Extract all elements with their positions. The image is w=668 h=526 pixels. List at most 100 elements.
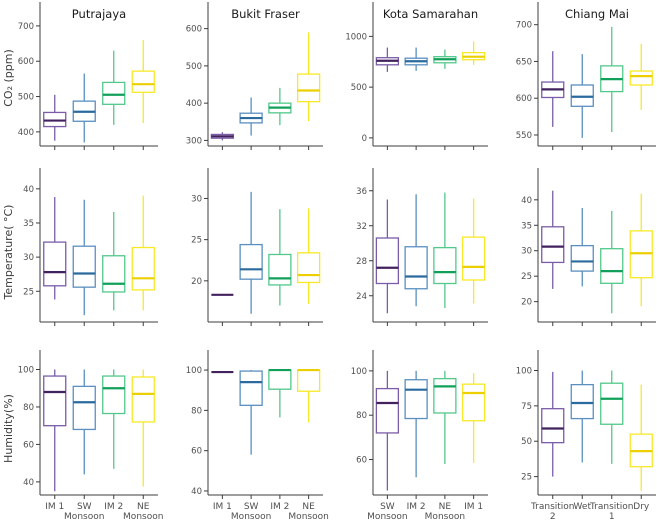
y-tick-label: 80	[356, 411, 367, 421]
y-tick-label: 600	[186, 25, 202, 35]
y-tick-label: 500	[186, 62, 202, 72]
y-tick-label: 100	[186, 366, 202, 376]
box-ne-monsoon	[433, 49, 457, 69]
y-tick-label: 550	[516, 131, 532, 141]
box-im-2	[404, 47, 428, 71]
iqr-box	[131, 70, 155, 93]
y-tick-label: 50	[521, 437, 532, 447]
iqr-box	[433, 246, 457, 285]
y-tick-label: 40	[521, 196, 532, 206]
box-sw-monsoon	[375, 199, 400, 314]
y-axis-title-temperature-c: Temperature( °C)	[2, 205, 15, 301]
y-tick-label: 25	[521, 473, 532, 483]
y-tick-label: 300	[186, 136, 202, 146]
box-ne-monsoon	[296, 32, 321, 122]
box-transition-1	[600, 26, 624, 133]
y-tick-label: 30	[521, 247, 532, 257]
panel-bukit-fraser-co-ppm: Bukit Fraser 300 400 500 600	[186, 2, 323, 150]
box-im-1	[43, 369, 67, 492]
box-im-2	[102, 50, 126, 125]
y-tick-label: 400	[186, 99, 202, 109]
y-tick-label: 700	[18, 22, 34, 32]
box-im-2	[404, 194, 428, 307]
box-ne-monsoon	[131, 40, 155, 124]
box-sw-monsoon	[239, 191, 263, 314]
x-tick-label-transition-1: 1	[609, 512, 615, 522]
panel-chiang-mai-temperature-c: 20 25 30 35 40	[521, 168, 656, 326]
y-tick-label: 400	[18, 128, 34, 138]
iqr-box	[239, 370, 263, 406]
box-im-1	[210, 132, 235, 141]
panel-title: Putrajaya	[72, 7, 126, 21]
iqr-box	[404, 379, 428, 420]
box-im-2	[268, 368, 292, 418]
x-tick-label-transition-2: 2	[550, 512, 556, 522]
x-tick-label-ne-monsoon: NE	[137, 502, 150, 512]
y-tick-label: 30	[23, 253, 34, 263]
box-dry	[629, 193, 653, 307]
box-im-2	[404, 370, 428, 478]
y-tick-label: 500	[18, 93, 34, 103]
box-sw-monsoon	[375, 47, 400, 72]
box-im-1	[461, 373, 486, 463]
iqr-box	[570, 84, 594, 107]
y-tick-label: 32	[356, 222, 367, 232]
y-axis-title-humidity: Humidity(%)	[2, 394, 15, 463]
iqr-box	[43, 241, 67, 287]
y-tick-label: 25	[521, 272, 532, 282]
panel-title: Kota Samarahan	[383, 7, 478, 21]
y-tick-label: 80	[191, 406, 202, 416]
box-wet	[570, 370, 594, 463]
box-transition-2	[541, 51, 565, 127]
y-tick-label: 100	[516, 366, 532, 376]
x-tick-label-transition-2: Transition	[530, 502, 575, 512]
y-tick-label: 500	[351, 83, 367, 93]
box-im-1	[461, 198, 486, 304]
iqr-box	[268, 253, 292, 286]
y-tick-label: 24	[356, 292, 367, 302]
iqr-box	[102, 255, 126, 293]
box-sw-monsoon	[72, 73, 96, 143]
iqr-box	[296, 369, 321, 392]
iqr-box	[375, 387, 400, 434]
y-tick-label: 600	[18, 57, 34, 67]
x-tick-label-ne-monsoon: Monsoon	[123, 512, 163, 522]
y-tick-label: 700	[516, 21, 532, 31]
iqr-box	[131, 376, 155, 423]
x-tick-label-ne-monsoon: Monsoon	[288, 512, 328, 522]
panel-putrajaya-co-ppm: Putrajaya 400 500 600 700	[18, 2, 158, 150]
panel-bukit-fraser-temperature-c: 20 25 30	[191, 168, 323, 326]
box-sw-monsoon	[239, 370, 263, 455]
iqr-box	[541, 226, 565, 264]
iqr-box	[541, 408, 565, 444]
y-tick-label: 60	[23, 440, 34, 450]
iqr-box	[600, 248, 624, 284]
y-tick-label: 35	[521, 221, 532, 231]
box-im-2	[102, 369, 126, 469]
box-ne-monsoon	[433, 192, 457, 308]
y-tick-label: 60	[191, 447, 202, 457]
x-tick-label-im-1: IM 1	[213, 502, 232, 512]
y-tick-label: 25	[23, 287, 34, 297]
iqr-box	[629, 70, 653, 86]
iqr-box	[102, 375, 126, 415]
box-transition-1	[600, 370, 624, 464]
box-ne-monsoon	[296, 208, 321, 304]
y-tick-label: 36	[356, 187, 367, 197]
box-im-2	[268, 87, 292, 126]
y-tick-label: 1000	[345, 32, 367, 42]
panel-kota-samarahan-co-ppm: Kota Samarahan 0 500 1000	[345, 2, 488, 150]
box-wet	[570, 207, 594, 287]
iqr-box	[296, 252, 321, 284]
y-tick-label: 28	[356, 257, 367, 267]
box-dry	[629, 43, 653, 110]
iqr-box	[600, 382, 624, 425]
y-tick-label: 0	[362, 134, 367, 144]
x-tick-label-sw-monsoon: SW	[244, 502, 259, 512]
iqr-box	[131, 246, 155, 291]
y-tick-label: 75	[521, 402, 532, 412]
box-im-2	[102, 212, 126, 311]
